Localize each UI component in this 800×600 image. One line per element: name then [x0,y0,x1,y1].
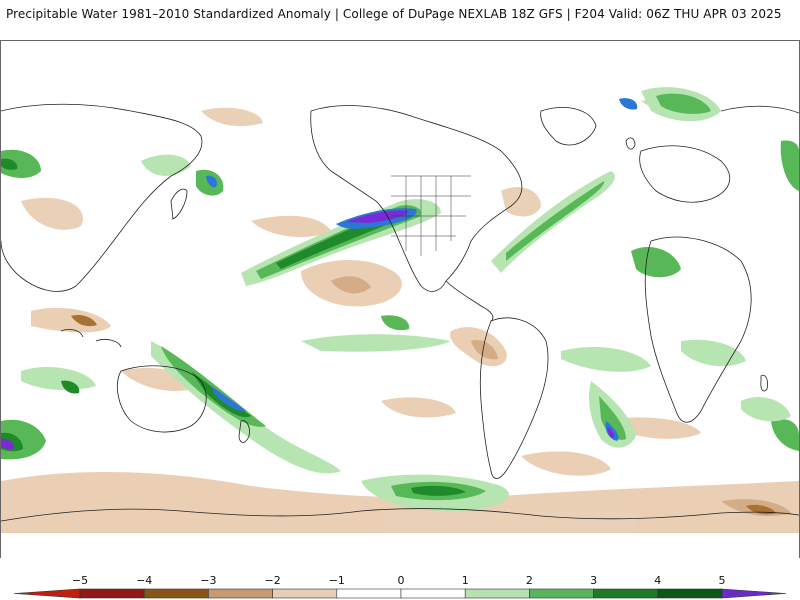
colorbar-segment [13,588,81,599]
colorbar-segments [13,588,787,599]
map-title: Precipitable Water 1981–2010 Standardize… [6,7,782,21]
colorbar-segment [593,588,659,599]
colorbar-tick-label: 0 [398,574,405,587]
colorbar-segment [529,588,594,599]
map-canvas [1,41,799,558]
colorbar-tick-label: 4 [654,574,661,587]
coastlines [1,103,799,522]
colorbar-segment [272,588,338,599]
colorbar-tick-labels: −5 −4 −3 −2 −1 0 1 2 3 4 5 [72,574,726,587]
colorbar-tick-label: −5 [72,574,88,587]
colorbar-tick-label: 5 [719,574,726,587]
colorbar-segment [208,588,273,599]
colorbar-tick-label: 3 [590,574,597,587]
colorbar-segment [400,588,466,599]
state-borders [391,175,471,256]
colorbar-tick-label: 2 [526,574,533,587]
colorbar-segment [464,588,530,599]
header: Precipitable Water 1981–2010 Standardize… [0,0,800,40]
colorbar-segment [721,588,787,599]
colorbar-segment [336,588,402,599]
colorbar-canvas: −5 −4 −3 −2 −1 0 1 2 3 4 5 [13,574,787,599]
anomaly-map[interactable] [0,40,800,559]
colorbar-segment [143,588,209,599]
colorbar-tick-label: −1 [329,574,345,587]
colorbar-tick-label: −3 [200,574,216,587]
colorbar-segment [657,588,723,599]
colorbar: −5 −4 −3 −2 −1 0 1 2 3 4 5 [0,558,800,600]
colorbar-tick-label: −4 [136,574,152,587]
colorbar-tick-label: −2 [264,574,280,587]
colorbar-tick-label: 1 [462,574,469,587]
positive-anomaly-areas [1,87,799,512]
colorbar-segment [79,588,145,599]
